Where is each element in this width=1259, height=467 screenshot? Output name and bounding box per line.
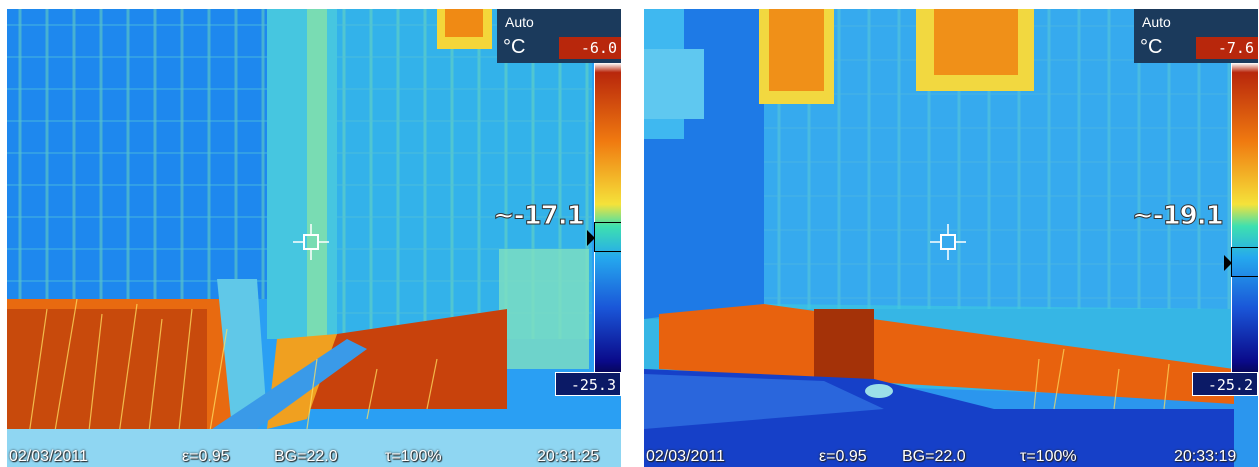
status-bar: 02/03/2011 ε=0.95 BG=22.0 τ=100% 20:33:1… xyxy=(644,445,1258,467)
capture-time: 20:33:19 xyxy=(1174,448,1237,465)
thermal-image-right: Auto °C -7.6 -25.2 ~-19.1 02/03/2011 ε=0… xyxy=(644,9,1258,467)
crosshair-icon xyxy=(293,224,329,260)
transmission-value: τ=100% xyxy=(1020,448,1077,465)
scale-max-value: -6.0 xyxy=(559,37,621,59)
background-temperature: BG=22.0 xyxy=(274,448,338,465)
triangle-marker-icon xyxy=(587,230,595,246)
triangle-marker-icon xyxy=(1224,255,1232,271)
scale-max-value: -7.6 xyxy=(1196,37,1258,59)
range-mode-label: Auto xyxy=(505,14,534,30)
temperature-unit-label: °C xyxy=(1140,36,1163,58)
transmission-value: τ=100% xyxy=(385,448,442,465)
temperature-unit-label: °C xyxy=(503,36,526,58)
scale-min-value: -25.3 xyxy=(555,372,621,396)
emissivity-value: ε=0.95 xyxy=(819,448,867,465)
range-mode-label: Auto xyxy=(1142,14,1171,30)
capture-date: 02/03/2011 xyxy=(9,448,88,465)
scale-level-marker xyxy=(1224,247,1258,277)
capture-date: 02/03/2011 xyxy=(646,448,725,465)
crosshair-icon xyxy=(930,224,966,260)
scale-min-value: -25.2 xyxy=(1192,372,1258,396)
thermal-scene-left xyxy=(7,9,621,467)
color-scale-bar xyxy=(587,63,621,377)
temperature-scale-header: Auto °C -6.0 xyxy=(497,9,621,63)
capture-time: 20:31:25 xyxy=(537,448,600,465)
background-temperature: BG=22.0 xyxy=(902,448,966,465)
temperature-scale-header: Auto °C -7.6 xyxy=(1134,9,1258,63)
color-scale-bar xyxy=(1224,63,1258,377)
spot-temperature-reading: ~-19.1 xyxy=(1132,201,1225,232)
status-bar: 02/03/2011 ε=0.95 BG=22.0 τ=100% 20:31:2… xyxy=(7,445,621,467)
thermal-scene-right xyxy=(644,9,1258,467)
spot-temperature-reading: ~-17.1 xyxy=(493,201,586,232)
emissivity-value: ε=0.95 xyxy=(182,448,230,465)
thermal-image-left: Auto °C -6.0 -25.3 ~-17.1 02/03/2011 ε=0… xyxy=(7,9,621,467)
scale-level-marker xyxy=(587,222,621,252)
